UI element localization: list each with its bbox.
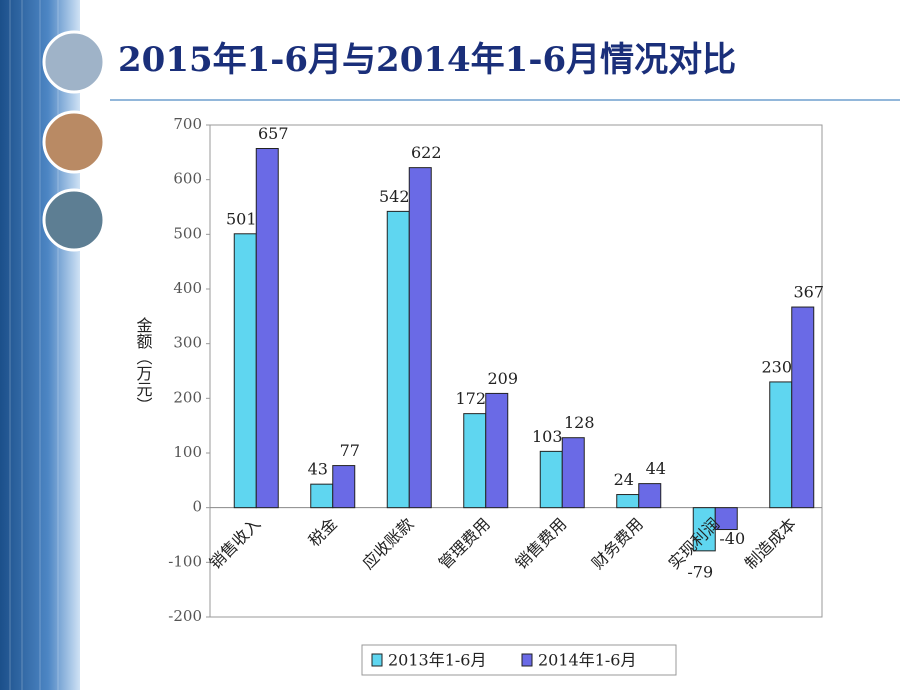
- bar: [638, 483, 662, 509]
- y-tick-label: 500: [173, 224, 202, 242]
- legend-label: 2013年1-6月: [388, 651, 487, 670]
- x-tick-label: 销售费用: [512, 514, 571, 573]
- data-label: -40: [719, 529, 745, 548]
- y-axis-title: 金额（万元）: [134, 317, 153, 413]
- data-label: 128: [564, 413, 595, 432]
- data-label: 24: [614, 470, 634, 489]
- bar: [255, 148, 279, 509]
- bar: [463, 413, 487, 509]
- bar: [539, 450, 563, 509]
- data-label: 657: [258, 124, 289, 143]
- data-label: 43: [308, 460, 328, 479]
- y-tick-label: 100: [173, 443, 202, 461]
- data-label: 103: [532, 427, 563, 446]
- data-label: 501: [226, 209, 257, 228]
- x-tick-label: 制造成本: [741, 514, 800, 573]
- legend: [361, 644, 677, 676]
- data-label: 44: [646, 459, 666, 478]
- plot-frame: [209, 124, 823, 618]
- legend-swatch: [371, 653, 383, 667]
- legend-label: 2014年1-6月: [538, 651, 637, 670]
- y-tick-label: 200: [173, 388, 202, 406]
- bar: [791, 306, 815, 509]
- data-label: 622: [411, 143, 442, 162]
- x-tick-label: 财务费用: [588, 514, 647, 573]
- x-tick-label: 税金: [305, 514, 341, 550]
- bar: [485, 392, 509, 509]
- photo-circles: [42, 30, 106, 252]
- bar: [714, 507, 738, 531]
- data-label: 542: [379, 187, 410, 206]
- legend-swatch: [521, 653, 533, 667]
- data-label: -79: [687, 562, 713, 581]
- bar: [561, 437, 585, 509]
- y-tick-label: 0: [192, 498, 202, 516]
- bar: [616, 494, 640, 509]
- bar: [310, 483, 334, 509]
- x-tick-label: 应收账款: [359, 514, 418, 573]
- x-tick-label: 管理费用: [435, 514, 494, 573]
- y-tick-label: 700: [173, 115, 202, 133]
- data-label: 77: [340, 441, 360, 460]
- bar: [769, 381, 793, 509]
- bar: [386, 210, 410, 509]
- bar: [332, 465, 356, 509]
- y-tick-label: -100: [168, 552, 202, 570]
- data-label: 230: [761, 357, 792, 376]
- data-label: 367: [793, 283, 824, 302]
- slide-title: 2015年1-6月与2014年1-6月情况对比: [118, 40, 736, 80]
- y-tick-label: 400: [173, 279, 202, 297]
- bar: [408, 167, 432, 509]
- y-tick-label: 300: [173, 334, 202, 352]
- y-tick-label: -200: [168, 607, 202, 625]
- x-tick-label: 销售收入: [206, 514, 265, 573]
- y-tick-label: 600: [173, 170, 202, 188]
- bar: [233, 233, 257, 509]
- data-label: 172: [455, 389, 486, 408]
- data-label: 209: [487, 369, 518, 388]
